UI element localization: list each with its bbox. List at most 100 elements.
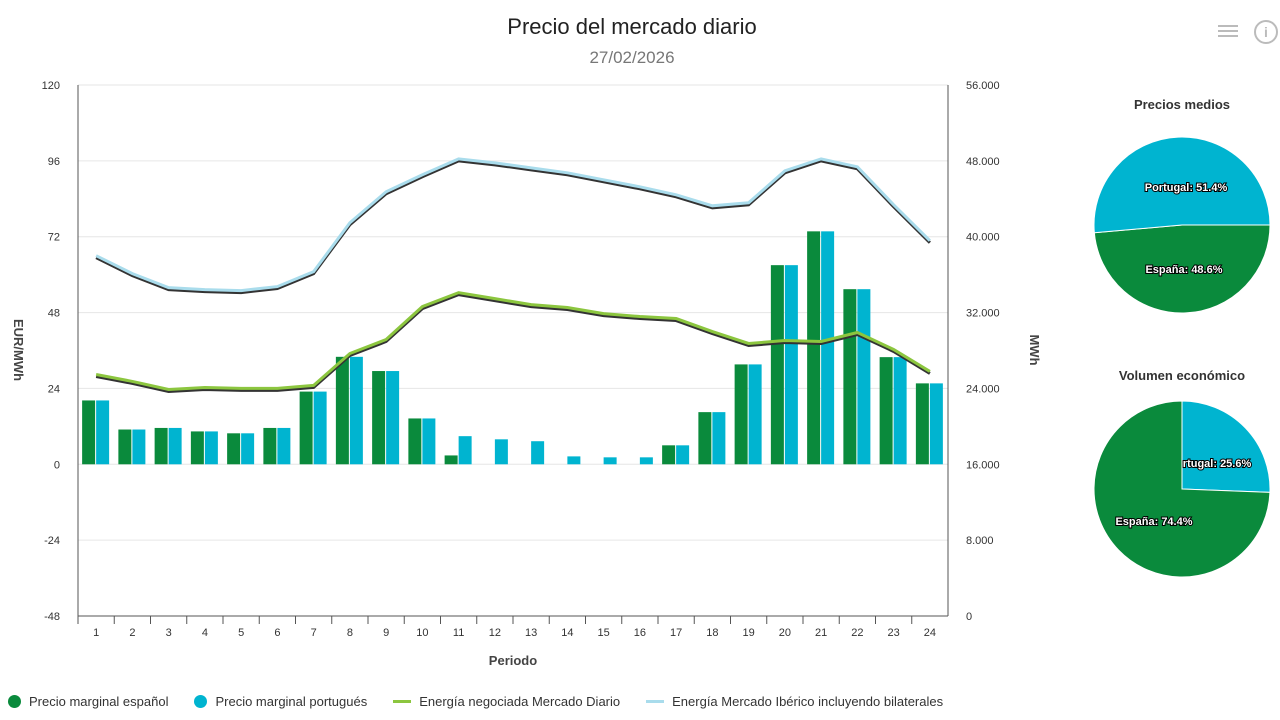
x-tick-label: 17 [670,627,682,639]
x-tick-label: 3 [166,627,172,639]
pie-label: Portugal: 51.4% [1145,182,1228,194]
bar-pt [929,383,943,465]
x-tick-label: 15 [598,627,610,639]
pie-label: España: 74.4% [1115,516,1192,528]
bar-es [372,371,386,465]
bar-pt [422,418,436,465]
x-axis-title: Periodo [489,653,537,668]
bar-es [879,357,893,465]
legend-label: Precio marginal portugués [215,694,368,709]
x-tick-label: 16 [634,627,646,639]
bar-es [408,418,422,465]
legend-item-pt[interactable]: Precio marginal portugués [194,694,367,709]
y2-tick-label: 48.000 [966,156,1000,168]
line-energia [95,291,931,391]
y2-tick-label: 16.000 [966,459,1000,471]
chart-title: Precio del mercado diario [507,14,757,39]
y-axis-title: EUR/MWh [11,319,26,381]
x-tick-label: 7 [311,627,317,639]
bar-pt [676,445,690,465]
x-tick-label: 22 [851,627,863,639]
bar-pt [458,436,472,465]
x-tick-label: 9 [383,627,389,639]
bar-es [299,391,313,465]
y2-tick-label: 32.000 [966,308,1000,320]
x-tick-label: 18 [706,627,718,639]
bar-pt [96,400,110,465]
legend-item-es[interactable]: Precio marginal español [8,694,168,709]
bar-pt [893,357,907,465]
pie-slice-portugal [1093,136,1271,234]
bar-pt [712,412,726,465]
line-shadow [95,293,931,393]
chart-subtitle: 27/02/2026 [589,48,675,67]
pie-title: Volumen económico [1119,368,1245,383]
y2-tick-label: 56.000 [966,80,1000,92]
x-tick-label: 8 [347,627,353,639]
bar-es [118,429,132,465]
y-tick-label: -48 [44,611,60,623]
x-tick-label: 10 [416,627,428,639]
legend-item-energia[interactable]: Energía negociada Mercado Diario [393,694,620,709]
bar-es [734,364,748,465]
bar-pt [204,431,218,465]
bar-pt [531,441,545,465]
y-tick-label: 48 [48,308,60,320]
x-tick-label: 21 [815,627,827,639]
info-icon[interactable]: i [1254,20,1278,44]
y2-tick-label: 0 [966,611,972,623]
x-tick-label: 4 [202,627,208,639]
bar-es [444,455,458,465]
x-tick-label: 23 [888,627,900,639]
x-tick-label: 13 [525,627,537,639]
legend: Precio marginal español Precio marginal … [8,694,943,709]
legend-label: Precio marginal español [29,694,169,709]
bar-es [915,383,929,465]
bar-es [698,412,712,465]
bar-es [335,356,349,465]
bar-es [190,431,204,465]
x-tick-label: 1 [93,627,99,639]
bar-pt [313,391,327,465]
bar-pt [168,427,182,465]
pie-title: Precios medios [1134,97,1230,112]
x-tick-label: 5 [238,627,244,639]
bar-pt [603,457,617,465]
bar-pt [567,456,581,465]
bar-es [807,231,821,465]
pie-slice-espana [1093,400,1271,578]
y2-tick-label: 8.000 [966,535,994,547]
y2-axis-title: MWh [1027,334,1042,365]
bar-pt [639,457,653,465]
bar-es [82,400,96,465]
bar-pt [386,371,400,465]
x-tick-label: 2 [129,627,135,639]
legend-item-iberico[interactable]: Energía Mercado Ibérico incluyendo bilat… [646,694,943,709]
bar-pt [857,289,871,465]
y-tick-label: 24 [48,383,60,395]
bar-es [263,427,277,465]
pie-slice-portugal [1181,400,1271,493]
pie-label: España: 48.6% [1145,264,1222,276]
bar-pt [349,356,363,465]
x-tick-label: 12 [489,627,501,639]
bar-es [662,445,676,465]
bar-es [843,289,857,465]
bar-pt [748,364,762,465]
y-tick-label: 120 [42,80,60,92]
bar-es [154,427,168,465]
pie-label: Portugal: 25.6% [1169,458,1252,470]
y-tick-label: 72 [48,232,60,244]
hamburger-menu-icon[interactable] [1218,22,1238,40]
pie-slice-espana [1093,224,1271,314]
bar-es [770,265,784,465]
bar-es [227,433,241,465]
y-tick-label: 0 [54,459,60,471]
bar-pt [132,429,146,465]
bar-pt [821,231,835,465]
x-tick-label: 11 [453,627,464,639]
bar-pt [241,433,255,465]
y2-tick-label: 40.000 [966,232,1000,244]
x-tick-label: 24 [924,627,936,639]
legend-label: Energía negociada Mercado Diario [419,694,621,709]
